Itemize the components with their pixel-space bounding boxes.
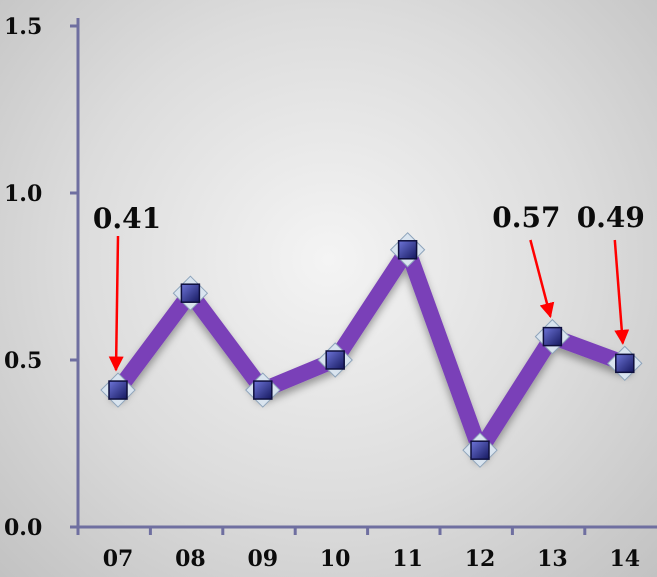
x-tick-label: 07 xyxy=(103,546,134,572)
data-point xyxy=(534,318,571,355)
data-point xyxy=(389,232,426,268)
x-tick-label: 09 xyxy=(247,546,278,572)
y-tick-label: 0.0 xyxy=(4,515,42,541)
marker-square xyxy=(615,353,635,374)
annotation: 0.41 xyxy=(93,202,161,372)
marker-square xyxy=(397,240,418,260)
series-line xyxy=(110,241,633,459)
x-tick-label: 14 xyxy=(609,546,640,572)
marker-square xyxy=(108,380,128,400)
x-tick-label: 11 xyxy=(392,546,423,572)
data-point xyxy=(172,275,209,311)
data-point xyxy=(100,372,136,408)
x-tick-label: 12 xyxy=(465,546,496,572)
y-tick-label: 1.0 xyxy=(4,181,42,207)
y-tick-label: 0.5 xyxy=(4,348,42,374)
marker-square xyxy=(180,283,201,303)
data-point xyxy=(245,372,281,408)
data-label: 0.41 xyxy=(93,202,161,235)
data-point xyxy=(317,342,353,378)
y-tick-label: 1.5 xyxy=(4,14,42,40)
data-label: 0.49 xyxy=(577,201,645,234)
annotation-arrow xyxy=(108,235,124,372)
x-tick-label: 08 xyxy=(175,546,206,572)
marker-square xyxy=(253,380,273,400)
annotation: 0.57 xyxy=(492,201,561,319)
x-tick-label: 13 xyxy=(537,546,568,572)
annotation-arrow xyxy=(613,239,630,345)
annotation: 0.49 xyxy=(577,201,645,345)
data-label: 0.57 xyxy=(492,201,560,234)
annotation-arrow xyxy=(529,239,555,319)
x-tick-label: 10 xyxy=(320,546,351,572)
marker-square xyxy=(325,350,345,370)
data-point xyxy=(462,432,498,468)
marker-square xyxy=(542,326,563,347)
marker-square xyxy=(470,440,490,460)
data-point xyxy=(607,345,643,382)
